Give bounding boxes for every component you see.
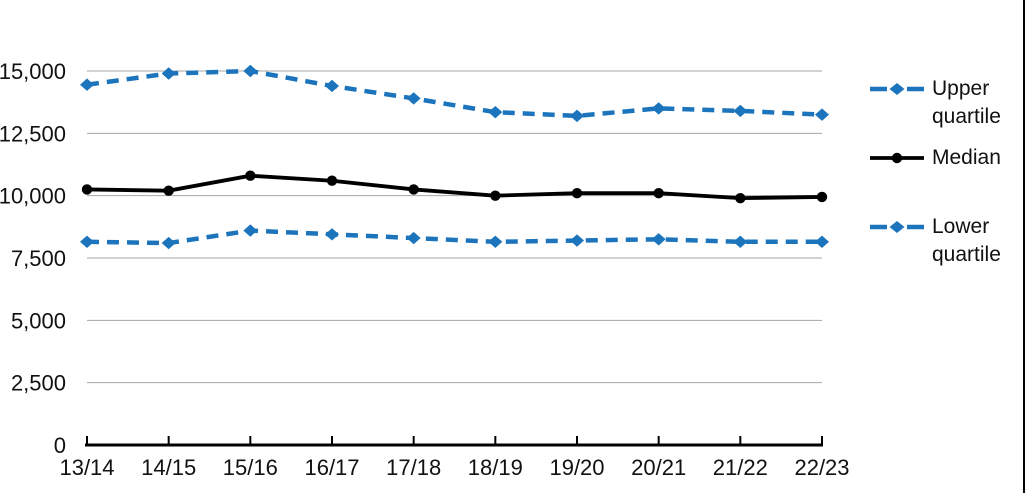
- median-marker: [408, 184, 419, 195]
- upper-quartile-marker: [161, 67, 176, 80]
- x-axis-tick-label: 13/14: [59, 455, 114, 480]
- x-axis-tick-label: 19/20: [549, 455, 604, 480]
- lower-quartile-marker: [488, 235, 503, 248]
- lower-quartile-marker: [80, 235, 94, 248]
- upper-quartile-marker: [243, 64, 258, 78]
- y-axis-tick-label: 0: [54, 433, 66, 458]
- lower-quartile-marker: [161, 236, 176, 250]
- x-axis-tick-label: 18/19: [468, 455, 523, 480]
- median-marker: [735, 192, 746, 204]
- lower-quartile-marker: [651, 233, 666, 246]
- upper-quartile-marker: [815, 108, 829, 121]
- y-axis-tick-label: 12,500: [0, 121, 66, 146]
- lower-quartile-marker: [325, 228, 339, 241]
- x-axis-tick-label: 20/21: [631, 455, 686, 480]
- median-marker: [163, 185, 174, 196]
- median-marker: [326, 175, 338, 186]
- median-marker: [81, 184, 93, 195]
- upper-quartile-marker: [651, 102, 666, 115]
- x-axis-tick-label: 14/15: [141, 455, 196, 480]
- median-marker: [571, 187, 583, 199]
- lower-quartile-marker: [570, 234, 584, 247]
- y-axis-tick-label: 5,000: [11, 308, 66, 333]
- upper-quartile-line: [86, 68, 823, 119]
- x-axis-tick-label: 22/23: [794, 455, 849, 480]
- y-axis-tick-label: 15,000: [0, 59, 66, 84]
- median-marker: [653, 187, 664, 199]
- lower-quartile-marker: [815, 235, 829, 248]
- page-edge-line: [1023, 0, 1025, 493]
- median-marker: [490, 190, 501, 201]
- x-axis-tick-label: 16/17: [304, 455, 359, 480]
- y-axis-tick-label: 7,500: [11, 246, 66, 271]
- upper-quartile-marker: [406, 92, 421, 105]
- upper-quartile-marker: [80, 78, 94, 91]
- y-axis-tick-label: 2,500: [11, 371, 66, 396]
- median-marker: [245, 170, 256, 181]
- lower-quartile-marker: [243, 224, 258, 237]
- lower-quartile-marker: [406, 231, 421, 245]
- lower-quartile-marker: [733, 235, 748, 248]
- x-axis-tick-label: 15/16: [223, 455, 278, 480]
- lower-quartile-line: [86, 228, 822, 246]
- median-line: [86, 173, 823, 201]
- median-marker: [816, 191, 828, 203]
- upper-quartile-marker: [570, 109, 584, 123]
- y-axis-tick-label: 10,000: [0, 184, 66, 209]
- x-axis-tick-label: 17/18: [386, 455, 441, 480]
- x-axis-tick-label: 21/22: [713, 455, 768, 480]
- upper-quartile-marker: [488, 105, 503, 119]
- upper-quartile-marker: [325, 79, 339, 93]
- upper-quartile-marker: [733, 104, 748, 118]
